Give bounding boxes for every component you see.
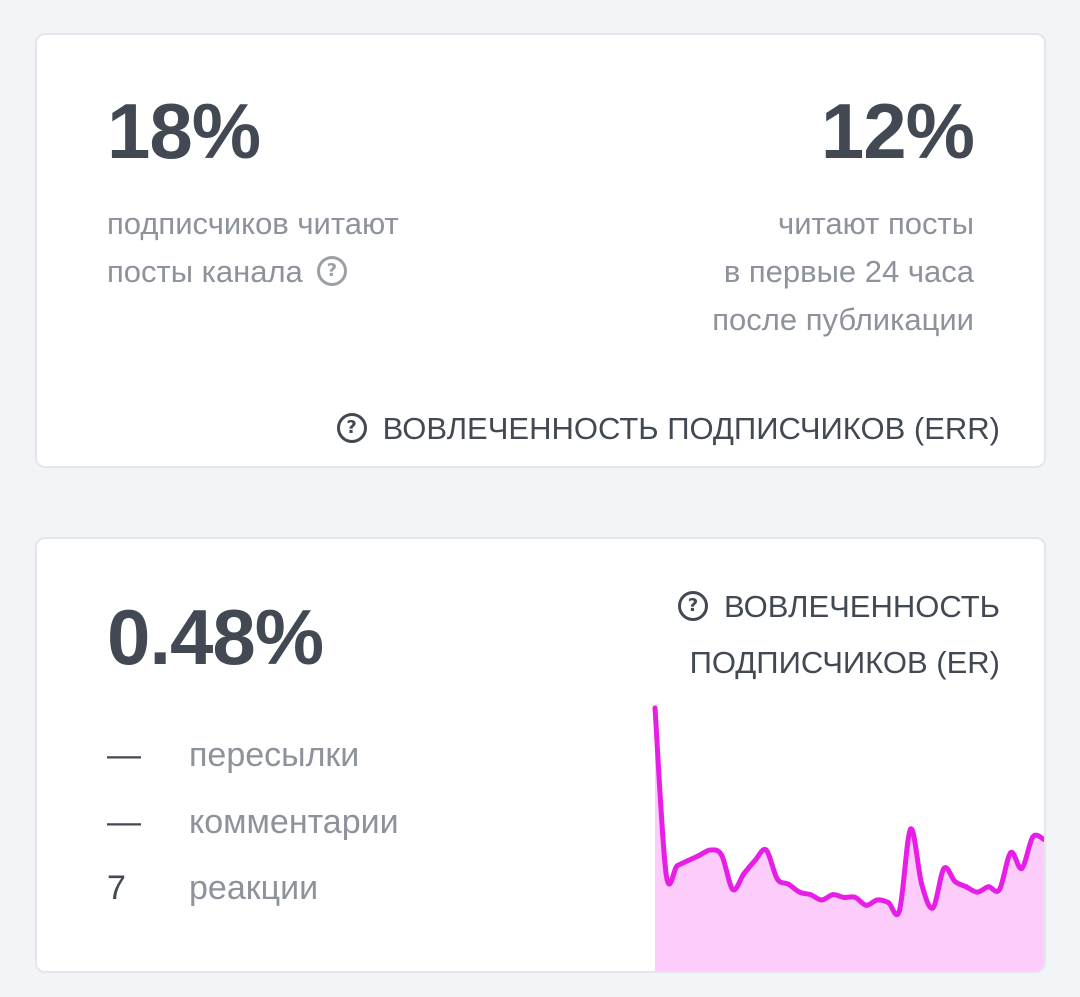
sparkline-point: [963, 884, 969, 890]
err-subscribers-value: 18%: [107, 87, 261, 175]
sparkline-point: [1008, 850, 1014, 856]
sparkline-point: [852, 894, 858, 900]
err-24h-description: читают посты в первые 24 часа после публ…: [712, 200, 974, 344]
err-title-text: ВОВЛЕЧЕННОСТЬ ПОДПИСЧИКОВ (ERR): [382, 411, 1000, 446]
sparkline-point: [774, 876, 780, 882]
sparkline-point: [908, 826, 914, 832]
sparkline-point: [1041, 837, 1044, 842]
er-sparkline-chart: [652, 705, 1044, 971]
sparkline-point: [685, 858, 691, 863]
sparkline-point: [952, 879, 958, 885]
er-card: 0.48% ? ВОВЛЕЧЕННОСТЬ ПОДПИСЧИКОВ (ER) — п…: [35, 537, 1046, 973]
sparkline-point: [763, 847, 769, 853]
sparkline-point: [841, 894, 847, 900]
sparkline-point: [885, 900, 891, 906]
sparkline-point: [708, 847, 714, 853]
sparkline-point: [897, 908, 902, 913]
sparkline-point: [674, 863, 680, 869]
sparkline-point: [652, 705, 658, 711]
sparkline-point: [730, 887, 736, 892]
sparkline-point: [752, 858, 758, 863]
sparkline-point: [974, 889, 980, 895]
sparkline-point: [741, 871, 747, 877]
question-circle-icon[interactable]: ?: [336, 412, 367, 443]
er-title-line: ВОВЛЕЧЕННОСТЬ: [724, 589, 1000, 624]
question-circle-icon[interactable]: ?: [678, 590, 709, 621]
sparkline-point: [930, 905, 936, 911]
sparkline-point: [697, 852, 702, 858]
sparkline-area: [655, 708, 1044, 971]
metric-value: —: [107, 736, 141, 774]
err-subscribers-description: подписчиков читают посты канала?: [107, 200, 399, 296]
metric-value: —: [107, 803, 141, 841]
er-section-title: ? ВОВЛЕЧЕННОСТЬ ПОДПИСЧИКОВ (ER): [678, 579, 1000, 691]
er-title-line: ПОДПИСЧИКОВ (ER): [689, 645, 1000, 680]
sparkline-point: [808, 892, 814, 898]
err-subscribers-desc-line: посты канала?: [107, 248, 399, 296]
sparkline-points: [652, 705, 1044, 913]
sparkline-point: [785, 881, 791, 887]
err-section-title: ? ВОВЛЕЧЕННОСТЬ ПОДПИСЧИКОВ (ERR): [336, 401, 1000, 457]
sparkline-point: [863, 902, 869, 908]
sparkline-point: [663, 871, 669, 877]
err-24h-desc-line: читают посты: [778, 206, 974, 241]
metric-label: реакции: [189, 869, 319, 907]
metric-row-forwards: — пересылки: [107, 735, 359, 775]
metric-label: комментарии: [189, 803, 399, 841]
err-24h-value: 12%: [820, 87, 975, 175]
sparkline-point: [919, 881, 925, 887]
sparkline-point: [941, 865, 947, 871]
sparkline-point: [830, 892, 836, 898]
err-card: 18% подписчиков читают посты канала? 12%…: [35, 33, 1046, 468]
sparkline-point: [797, 889, 802, 895]
err-subscribers-desc-line: подписчиков читают: [107, 206, 399, 241]
sparkline-point: [719, 852, 725, 858]
sparkline-point: [1019, 865, 1025, 871]
err-24h-desc-line: в первые 24 часа: [723, 254, 974, 289]
question-circle-icon[interactable]: ?: [316, 255, 347, 286]
metric-value: 7: [107, 869, 126, 907]
metric-label: пересылки: [189, 736, 360, 774]
err-24h-desc-line: после публикации: [712, 302, 974, 337]
sparkline-point: [874, 897, 880, 903]
sparkline-point: [1030, 834, 1036, 840]
er-value: 0.48%: [107, 593, 324, 681]
sparkline-point: [819, 897, 825, 903]
metric-row-comments: — комментарии: [107, 802, 399, 842]
sparkline-point: [997, 887, 1002, 892]
sparkline-point: [985, 884, 991, 890]
metric-row-reactions: 7 реакции: [107, 868, 318, 908]
